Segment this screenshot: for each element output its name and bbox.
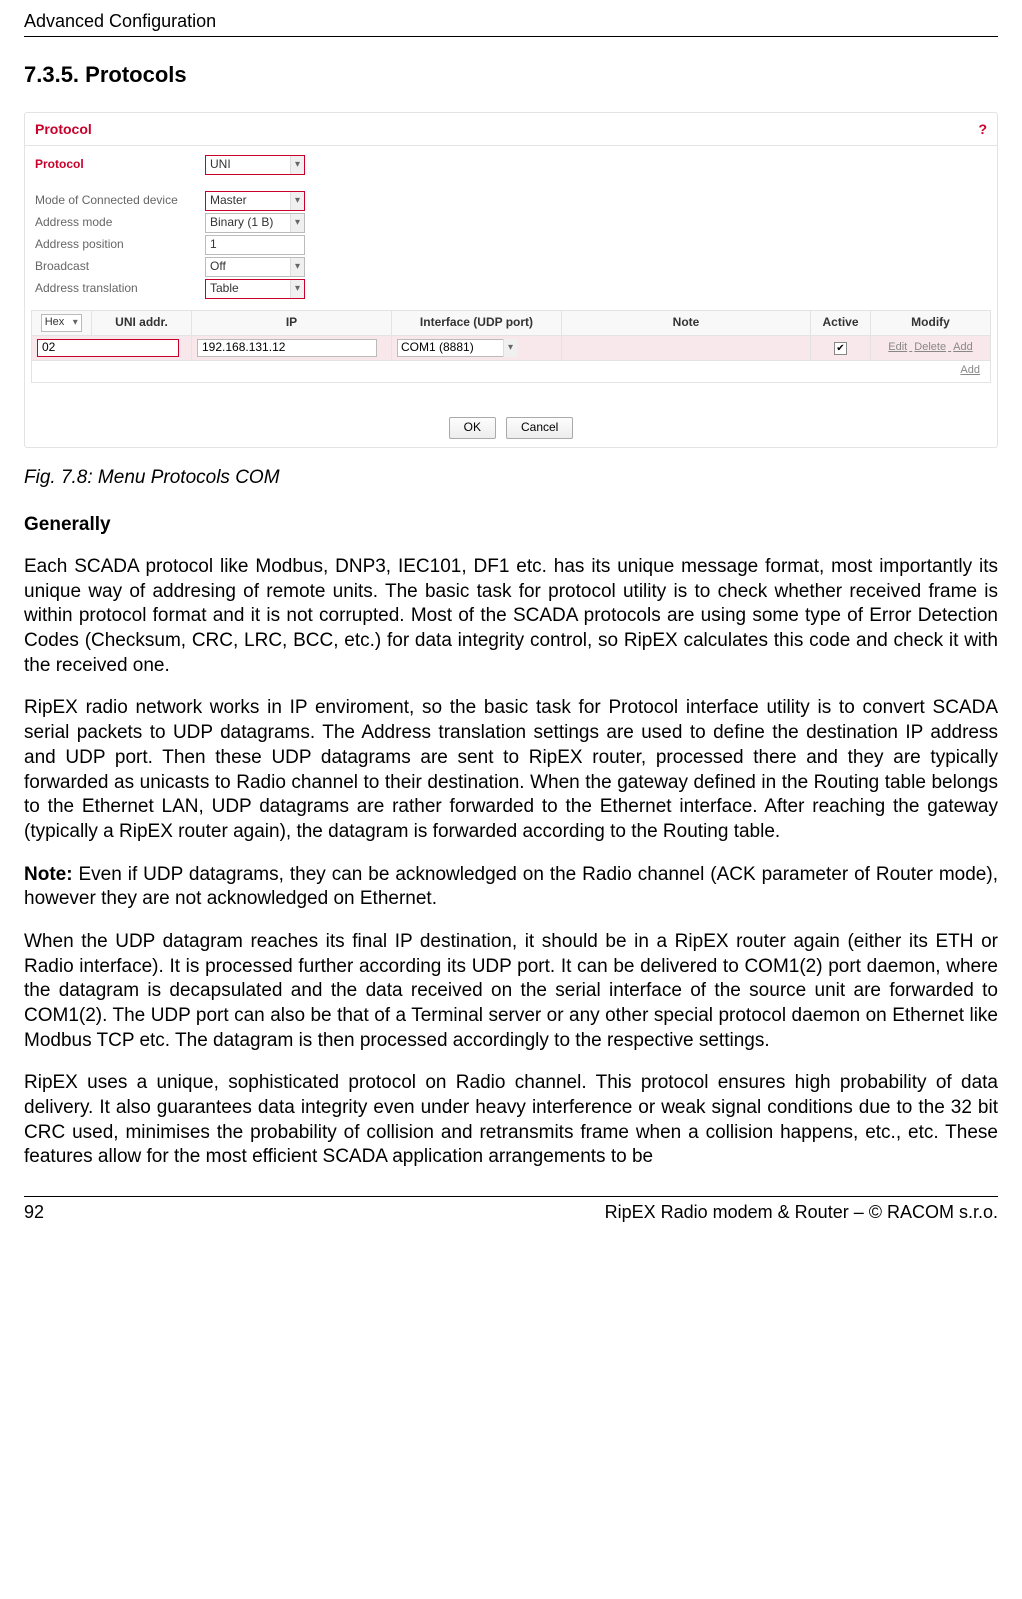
iface-value: COM1 (8881) bbox=[401, 340, 474, 355]
page-number: 92 bbox=[24, 1201, 44, 1224]
edit-link[interactable]: Edit bbox=[888, 341, 907, 353]
add-link[interactable]: Add bbox=[953, 341, 973, 353]
broadcast-value: Off bbox=[210, 259, 226, 274]
page-header: Advanced Configuration bbox=[24, 10, 998, 37]
protocol-value: UNI bbox=[210, 157, 231, 172]
col-addr: UNI addr. bbox=[92, 310, 192, 335]
para-1: Each SCADA protocol like Modbus, DNP3, I… bbox=[24, 555, 998, 678]
chevron-down-icon: ▾ bbox=[290, 156, 304, 174]
col-iface: Interface (UDP port) bbox=[392, 310, 562, 335]
note-cell[interactable] bbox=[562, 335, 811, 360]
protocol-panel: Protocol ? Protocol UNI ▾ Mode of Connec… bbox=[24, 112, 998, 448]
hex-value: Hex bbox=[45, 316, 65, 330]
addr-input[interactable]: 02 bbox=[37, 339, 179, 357]
panel-title: Protocol bbox=[35, 121, 92, 139]
para-3: Note: Even if UDP datagrams, they can be… bbox=[24, 863, 998, 912]
chevron-down-icon: ▾ bbox=[290, 192, 304, 210]
addrmode-label: Address mode bbox=[35, 215, 205, 230]
mode-select[interactable]: Master ▾ bbox=[205, 191, 305, 211]
protocol-select[interactable]: UNI ▾ bbox=[205, 155, 305, 175]
address-table: Hex ▾ UNI addr. IP Interface (UDP port) … bbox=[31, 310, 991, 383]
chevron-down-icon: ▾ bbox=[68, 314, 82, 332]
delete-link[interactable]: Delete bbox=[914, 341, 946, 353]
addrpos-value: 1 bbox=[210, 237, 217, 252]
addrmode-value: Binary (1 B) bbox=[210, 215, 273, 230]
protocol-label: Protocol bbox=[35, 157, 205, 172]
addrpos-label: Address position bbox=[35, 237, 205, 252]
addrpos-input[interactable]: 1 bbox=[205, 235, 305, 255]
ip-value: 192.168.131.12 bbox=[202, 340, 285, 355]
hex-select[interactable]: Hex ▾ bbox=[41, 314, 83, 332]
para-4: When the UDP datagram reaches its final … bbox=[24, 930, 998, 1053]
chevron-down-icon: ▾ bbox=[290, 258, 304, 276]
addrmode-select[interactable]: Binary (1 B) ▾ bbox=[205, 213, 305, 233]
addr-value: 02 bbox=[42, 340, 55, 355]
para-2: RipEX radio network works in IP envirome… bbox=[24, 696, 998, 844]
add-link[interactable]: Add bbox=[960, 364, 980, 376]
col-ip: IP bbox=[192, 310, 392, 335]
chevron-down-icon: ▾ bbox=[290, 214, 304, 232]
col-modify: Modify bbox=[871, 310, 991, 335]
section-number: 7.3.5. bbox=[24, 62, 79, 87]
para-5: RipEX uses a unique, sophisticated proto… bbox=[24, 1071, 998, 1170]
chevron-down-icon: ▾ bbox=[503, 339, 517, 357]
broadcast-label: Broadcast bbox=[35, 259, 205, 274]
trans-label: Address translation bbox=[35, 281, 205, 296]
chevron-down-icon: ▾ bbox=[290, 280, 304, 298]
col-note: Note bbox=[562, 310, 811, 335]
iface-select[interactable]: COM1 (8881) ▾ bbox=[397, 339, 517, 357]
table-add-row: Add bbox=[32, 360, 991, 382]
cancel-button[interactable]: Cancel bbox=[506, 417, 573, 439]
footer-text: RipEX Radio modem & Router – © RACOM s.r… bbox=[605, 1201, 998, 1224]
col-format: Hex ▾ bbox=[32, 310, 92, 335]
broadcast-select[interactable]: Off ▾ bbox=[205, 257, 305, 277]
subhead-generally: Generally bbox=[24, 513, 998, 537]
help-icon[interactable]: ? bbox=[978, 121, 987, 139]
ip-input[interactable]: 192.168.131.12 bbox=[197, 339, 377, 357]
section-heading: 7.3.5. Protocols bbox=[24, 61, 998, 89]
table-row: 02 192.168.131.12 COM1 (8881) ▾ ✔ bbox=[32, 335, 991, 360]
trans-select[interactable]: Table ▾ bbox=[205, 279, 305, 299]
col-active: Active bbox=[811, 310, 871, 335]
figure-caption: Fig. 7.8: Menu Protocols COM bbox=[24, 466, 998, 490]
trans-value: Table bbox=[210, 281, 239, 296]
para-3-text: Even if UDP datagrams, they can be ackno… bbox=[24, 864, 998, 910]
mode-label: Mode of Connected device bbox=[35, 193, 205, 208]
table-header-row: Hex ▾ UNI addr. IP Interface (UDP port) … bbox=[32, 310, 991, 335]
page-footer: 92 RipEX Radio modem & Router – © RACOM … bbox=[24, 1196, 998, 1224]
note-label: Note: bbox=[24, 864, 78, 885]
ok-button[interactable]: OK bbox=[449, 417, 496, 439]
panel-footer: OK Cancel bbox=[25, 417, 997, 439]
section-title: Protocols bbox=[85, 62, 186, 87]
mode-value: Master bbox=[210, 193, 247, 208]
active-checkbox[interactable]: ✔ bbox=[834, 342, 847, 355]
